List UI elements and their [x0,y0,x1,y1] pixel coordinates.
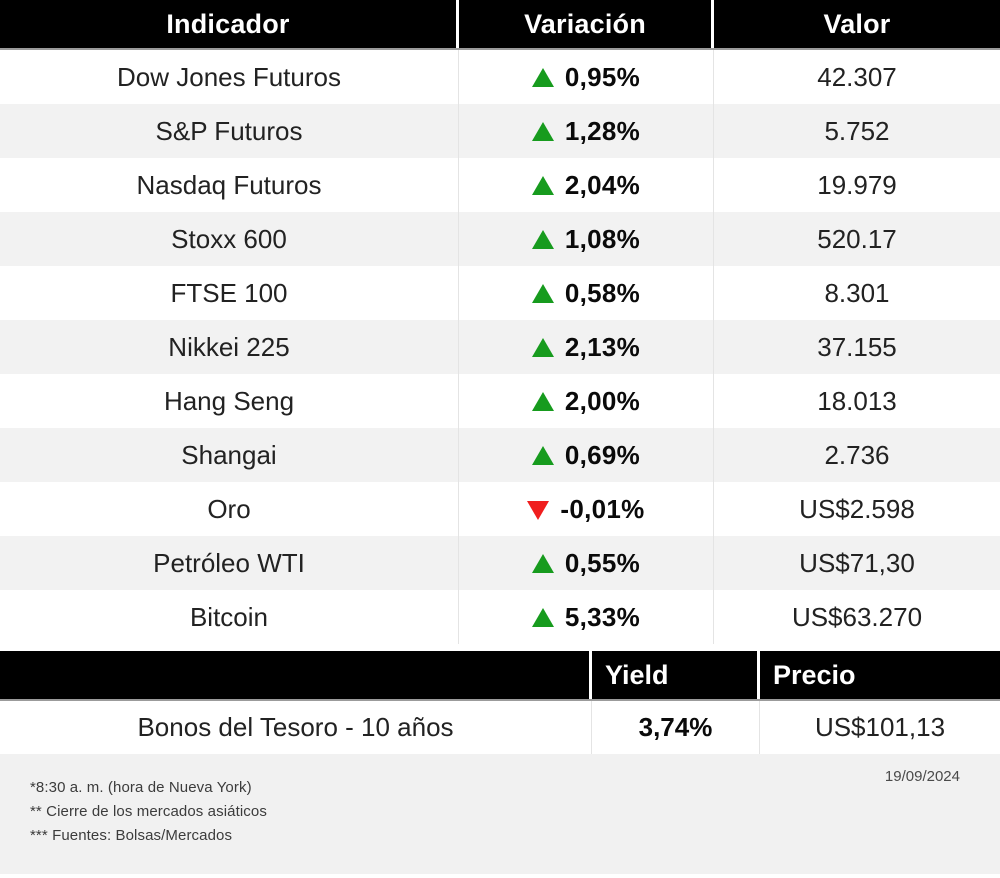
variation-cell: 2,13% [459,320,714,374]
indicator-value: 19.979 [817,169,897,200]
indicator-name: Nasdaq Futuros [0,158,459,212]
indicator-value: 2.736 [824,439,890,470]
variation-cell: 5,33% [459,590,714,644]
market-table-body: Dow Jones Futuros 0,95% 42.307 S&P Futur… [0,50,1000,644]
variation-cell: -0,01% [459,482,714,536]
indicator-name: Shangai [0,428,459,482]
variation-cell: 0,69% [459,428,714,482]
variation-cell: 1,08% [459,212,714,266]
indicator-name: Nikkei 225 [0,320,459,374]
direction-triangle-icon [531,553,554,573]
indicator-value: US$71,30 [799,547,915,578]
variation-cell: 0,58% [459,266,714,320]
direction-triangle-icon [531,175,554,195]
header-valor: Valor [714,0,1000,48]
bond-table-header: Yield Precio [0,651,1000,701]
table-row: Dow Jones Futuros 0,95% 42.307 [0,50,1000,104]
indicator-name: Stoxx 600 [0,212,459,266]
bond-row: Bonos del Tesoro - 10 años 3,74% US$101,… [0,701,1000,754]
indicator-name: Hang Seng [0,374,459,428]
variation-cell: 2,04% [459,158,714,212]
direction-triangle-icon [531,445,554,465]
variation-cell: 1,28% [459,104,714,158]
table-row: Bitcoin 5,33% US$63.270 [0,590,1000,644]
indicator-name: Bitcoin [0,590,459,644]
variation-value: 0,58% [564,277,641,308]
indicator-value: 18.013 [817,385,897,416]
indicator-value: 5.752 [824,115,890,146]
footnote-asian-markets: ** Cierre de los mercados asiáticos [30,803,267,820]
indicator-value: 37.155 [817,331,897,362]
indicator-value: 8.301 [824,277,890,308]
direction-triangle-icon [531,391,554,411]
indicator-name: Dow Jones Futuros [0,50,459,104]
bond-indicator: Bonos del Tesoro - 10 años [0,701,592,754]
footnote-time: *8:30 a. m. (hora de Nueva York) [30,779,252,796]
table-row: Nikkei 225 2,13% 37.155 [0,320,1000,374]
bond-header-empty [0,651,592,699]
variation-value: -0,01% [560,493,645,524]
variation-cell: 0,55% [459,536,714,590]
market-table-header: Indicador Variación Valor [0,0,1000,50]
bond-yield-value: 3,74% [592,701,760,754]
header-indicador: Indicador [0,0,459,48]
table-row: Nasdaq Futuros 2,04% 19.979 [0,158,1000,212]
bond-price-value: US$101,13 [814,712,946,742]
variation-value: 1,28% [564,115,641,146]
table-row: Oro -0,01% US$2.598 [0,482,1000,536]
table-row: Shangai 0,69% 2.736 [0,428,1000,482]
direction-triangle-icon [531,607,554,627]
footer: *8:30 a. m. (hora de Nueva York) ** Cier… [0,754,1000,874]
table-row: S&P Futuros 1,28% 5.752 [0,104,1000,158]
bond-header-precio: Precio [760,651,1000,699]
table-row: Hang Seng 2,00% 18.013 [0,374,1000,428]
indicator-name: Petróleo WTI [0,536,459,590]
variation-value: 0,69% [564,439,641,470]
indicator-name: S&P Futuros [0,104,459,158]
date-label: 19/09/2024 [884,768,960,785]
table-row: Petróleo WTI 0,55% US$71,30 [0,536,1000,590]
direction-triangle-icon [531,121,554,141]
footnote-sources: *** Fuentes: Bolsas/Mercados [30,827,233,844]
indicator-value: 520.17 [817,223,897,254]
variation-cell: 2,00% [459,374,714,428]
indicator-value: 42.307 [817,61,897,92]
direction-triangle-icon [531,337,554,357]
variation-value: 0,55% [564,547,641,578]
variation-value: 5,33% [564,601,641,632]
variation-value: 2,13% [564,331,641,362]
bond-header-yield: Yield [592,651,760,699]
direction-triangle-icon [527,500,550,520]
indicator-name: FTSE 100 [0,266,459,320]
direction-triangle-icon [531,283,554,303]
variation-value: 1,08% [564,223,641,254]
table-row: FTSE 100 0,58% 8.301 [0,266,1000,320]
indicator-value: US$63.270 [791,601,923,632]
variation-value: 0,95% [564,61,641,92]
variation-value: 2,00% [564,385,641,416]
table-row: Stoxx 600 1,08% 520.17 [0,212,1000,266]
indicator-value: US$2.598 [799,493,915,524]
table-gap [0,644,1000,651]
variation-cell: 0,95% [459,50,714,104]
direction-triangle-icon [531,67,554,87]
indicator-name: Oro [0,482,459,536]
direction-triangle-icon [531,229,554,249]
header-variacion: Variación [459,0,714,48]
variation-value: 2,04% [564,169,641,200]
